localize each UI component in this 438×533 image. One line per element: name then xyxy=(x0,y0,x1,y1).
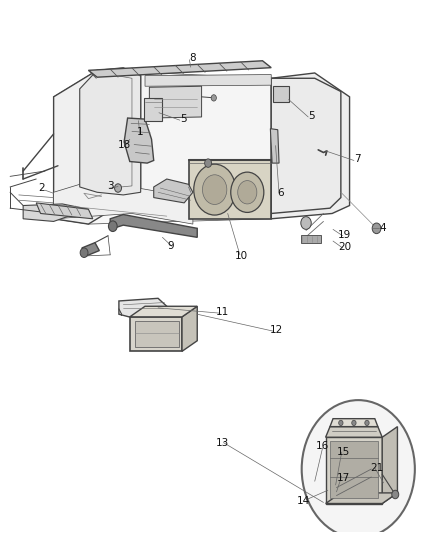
Text: 19: 19 xyxy=(338,230,351,240)
Polygon shape xyxy=(132,78,271,214)
Text: 12: 12 xyxy=(270,325,283,335)
Polygon shape xyxy=(23,204,88,221)
Circle shape xyxy=(202,175,227,205)
Polygon shape xyxy=(53,70,141,224)
Polygon shape xyxy=(330,441,378,498)
Text: 18: 18 xyxy=(118,140,131,150)
Polygon shape xyxy=(149,86,201,118)
Polygon shape xyxy=(325,437,382,504)
Circle shape xyxy=(392,490,399,499)
Text: 16: 16 xyxy=(316,441,329,451)
Text: 3: 3 xyxy=(107,181,113,191)
Polygon shape xyxy=(144,98,162,120)
Text: 1: 1 xyxy=(137,127,143,137)
Text: 5: 5 xyxy=(180,114,187,124)
Text: 8: 8 xyxy=(190,53,196,63)
Polygon shape xyxy=(53,182,193,224)
Polygon shape xyxy=(36,203,93,219)
Circle shape xyxy=(211,95,216,101)
Circle shape xyxy=(80,248,88,257)
Polygon shape xyxy=(273,86,289,102)
Polygon shape xyxy=(53,70,271,224)
Circle shape xyxy=(194,164,236,215)
Circle shape xyxy=(205,159,212,167)
Polygon shape xyxy=(145,75,271,86)
Polygon shape xyxy=(130,317,182,351)
Polygon shape xyxy=(325,493,397,504)
Polygon shape xyxy=(124,118,154,163)
Polygon shape xyxy=(119,298,169,322)
Polygon shape xyxy=(182,306,197,351)
Text: 4: 4 xyxy=(380,223,386,233)
Text: 21: 21 xyxy=(370,463,383,473)
Text: 7: 7 xyxy=(354,155,361,164)
Circle shape xyxy=(372,223,381,233)
Text: 13: 13 xyxy=(216,438,229,448)
Text: 17: 17 xyxy=(337,473,350,482)
Polygon shape xyxy=(271,73,350,219)
Circle shape xyxy=(115,184,121,192)
Polygon shape xyxy=(270,128,279,163)
Circle shape xyxy=(302,400,415,533)
Text: 6: 6 xyxy=(278,188,284,198)
Polygon shape xyxy=(82,243,99,256)
Polygon shape xyxy=(135,320,179,347)
Polygon shape xyxy=(154,179,193,203)
Text: 10: 10 xyxy=(235,251,248,261)
Polygon shape xyxy=(88,61,271,77)
Circle shape xyxy=(238,181,257,204)
Text: 9: 9 xyxy=(167,241,173,252)
Circle shape xyxy=(352,420,356,425)
Polygon shape xyxy=(325,426,382,437)
Text: 14: 14 xyxy=(297,496,311,506)
Text: 15: 15 xyxy=(337,447,350,457)
Polygon shape xyxy=(80,68,141,195)
Text: 2: 2 xyxy=(38,183,45,193)
Text: 5: 5 xyxy=(308,111,314,121)
Circle shape xyxy=(301,216,311,229)
Polygon shape xyxy=(382,426,397,504)
Polygon shape xyxy=(330,419,378,426)
Polygon shape xyxy=(188,160,271,219)
Polygon shape xyxy=(110,215,197,237)
Polygon shape xyxy=(130,306,197,317)
Circle shape xyxy=(339,420,343,425)
Polygon shape xyxy=(271,78,341,214)
Text: 20: 20 xyxy=(338,242,351,252)
Circle shape xyxy=(109,221,117,231)
Circle shape xyxy=(231,172,264,213)
Polygon shape xyxy=(301,235,321,243)
Text: 11: 11 xyxy=(216,307,229,317)
Circle shape xyxy=(365,420,369,425)
